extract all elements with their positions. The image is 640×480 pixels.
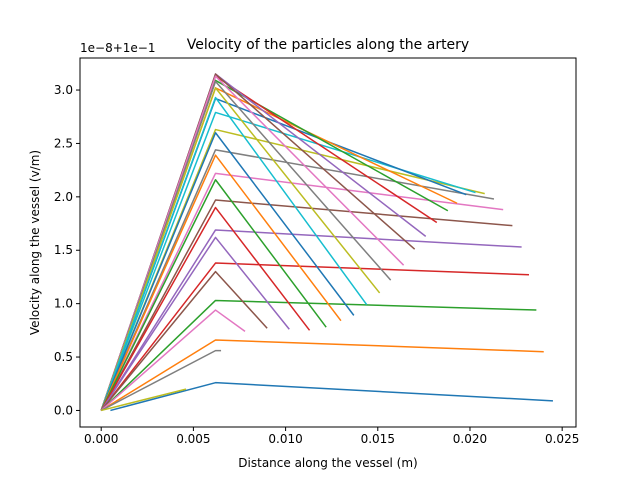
series-line-20 — [100, 96, 368, 411]
series-line-25 — [100, 236, 290, 411]
y-tick-label: 0.5 — [54, 350, 73, 364]
y-axis-ticks: 0.0 0.5 1.0 1.5 2.0 2.5 3.0 — [54, 83, 80, 417]
series-line-27 — [100, 309, 246, 412]
series-line-29 — [101, 388, 187, 412]
y-tick-label: 2.5 — [54, 136, 73, 150]
series-line-28 — [100, 349, 222, 412]
x-tick-label: 0.005 — [176, 432, 210, 446]
y-axis-label: Velocity along the vessel (v/m) — [28, 150, 42, 335]
x-tick-label: 0.000 — [84, 432, 118, 446]
x-tick-label: 0.020 — [453, 432, 487, 446]
y-tick-label: 1.0 — [54, 297, 73, 311]
series-line-5 — [100, 229, 522, 411]
series-layer — [100, 73, 553, 412]
x-axis-ticks: 0.000 0.005 0.010 0.015 0.020 0.025 — [84, 427, 579, 446]
series-line-26 — [100, 270, 268, 411]
y-tick-label: 2.0 — [54, 190, 73, 204]
y-axis-offset-label: 1e−8+1e−1 — [80, 41, 155, 55]
series-line-4 — [100, 262, 530, 411]
plot-area — [80, 58, 576, 427]
series-line-2 — [100, 339, 544, 412]
series-line-22 — [100, 154, 342, 411]
axes-frame — [79, 57, 577, 428]
series-line-6 — [100, 199, 513, 411]
x-tick-label: 0.015 — [361, 432, 395, 446]
series-line-7 — [100, 172, 504, 411]
series-line-3 — [100, 299, 537, 411]
series-line-24 — [100, 206, 311, 411]
series-line-19 — [100, 87, 381, 411]
series-line-23 — [100, 179, 327, 411]
y-tick-label: 0.0 — [54, 403, 73, 417]
series-line-10 — [100, 111, 476, 411]
series-line-21 — [100, 132, 355, 411]
x-tick-label: 0.025 — [545, 432, 579, 446]
series-line-1 — [110, 381, 553, 412]
x-axis-label: Distance along the vessel (m) — [238, 456, 417, 470]
chart-title: Velocity of the particles along the arte… — [187, 37, 469, 53]
y-tick-label: 1.5 — [54, 243, 73, 257]
x-tick-label: 0.010 — [268, 432, 302, 446]
y-tick-label: 3.0 — [54, 83, 73, 97]
